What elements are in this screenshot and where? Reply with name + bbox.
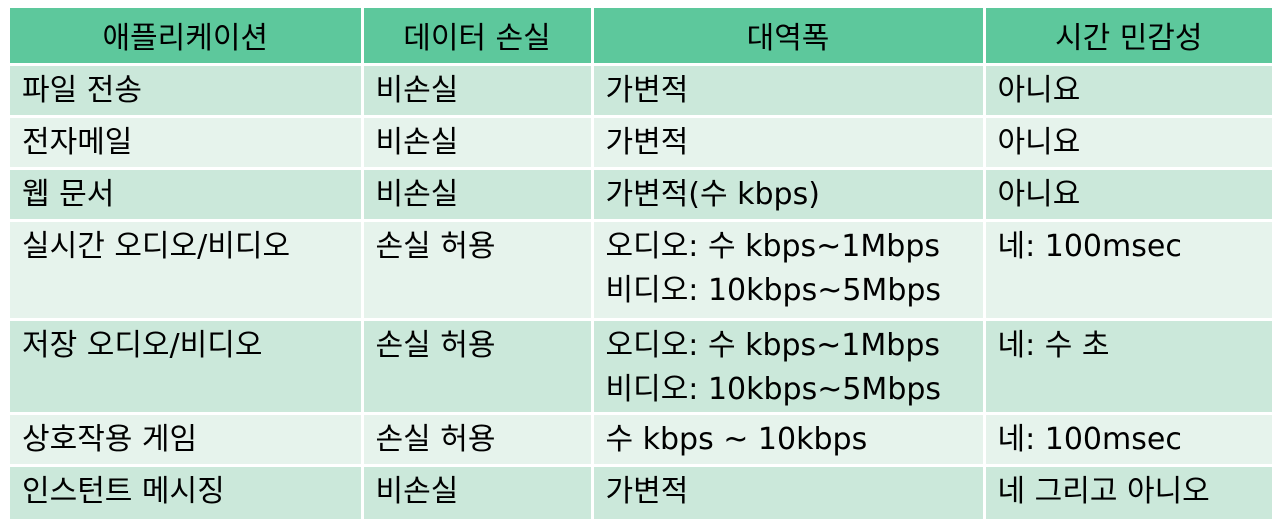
cell-data-loss: 비손실 <box>362 168 594 222</box>
header-application: 애플리케이션 <box>10 8 364 66</box>
cell-application: 전자메일 <box>10 116 364 170</box>
application-requirements-table-container: 애플리케이션 데이터 손실 대역폭 시간 민감성 파일 전송 비손실 가변적 아… <box>10 8 1272 519</box>
bandwidth-line: 수 kbps ~ 10kbps <box>605 421 868 457</box>
cell-bandwidth: 가변적 <box>592 64 986 118</box>
cell-time-sensitivity: 네: 수 초 <box>984 319 1272 415</box>
bandwidth-line-video: 비디오: 10kbps~5Mbps <box>605 371 942 407</box>
cell-data-loss: 손실 허용 <box>362 220 594 321</box>
cell-application: 저장 오디오/비디오 <box>10 319 364 415</box>
cell-bandwidth: 가변적(수 kbps) <box>592 168 986 222</box>
bandwidth-line: 가변적 <box>605 473 689 509</box>
cell-bandwidth: 가변적 <box>592 116 986 170</box>
table-row: 실시간 오디오/비디오 손실 허용 오디오: 수 kbps~1Mbps 비디오:… <box>10 220 1272 321</box>
header-row: 애플리케이션 데이터 손실 대역폭 시간 민감성 <box>10 8 1272 66</box>
cell-data-loss: 비손실 <box>362 64 594 118</box>
application-requirements-table: 애플리케이션 데이터 손실 대역폭 시간 민감성 파일 전송 비손실 가변적 아… <box>10 8 1272 519</box>
cell-time-sensitivity: 네: 100msec <box>984 220 1272 321</box>
table-row: 파일 전송 비손실 가변적 아니요 <box>10 64 1272 118</box>
table-row: 전자메일 비손실 가변적 아니요 <box>10 116 1272 170</box>
cell-time-sensitivity: 네: 100msec <box>984 413 1272 467</box>
table-row: 저장 오디오/비디오 손실 허용 오디오: 수 kbps~1Mbps 비디오: … <box>10 319 1272 415</box>
cell-bandwidth: 오디오: 수 kbps~1Mbps 비디오: 10kbps~5Mbps <box>592 220 986 321</box>
cell-data-loss: 손실 허용 <box>362 319 594 415</box>
cell-time-sensitivity: 아니요 <box>984 64 1272 118</box>
cell-application: 실시간 오디오/비디오 <box>10 220 364 321</box>
header-data-loss: 데이터 손실 <box>362 8 594 66</box>
cell-time-sensitivity: 아니요 <box>984 168 1272 222</box>
cell-application: 인스턴트 메시징 <box>10 465 364 519</box>
header-time-sensitivity: 시간 민감성 <box>984 8 1272 66</box>
bandwidth-line: 가변적(수 kbps) <box>605 176 820 212</box>
cell-data-loss: 비손실 <box>362 116 594 170</box>
cell-time-sensitivity: 네 그리고 아니오 <box>984 465 1272 519</box>
cell-bandwidth: 수 kbps ~ 10kbps <box>592 413 986 467</box>
table-row: 웹 문서 비손실 가변적(수 kbps) 아니요 <box>10 168 1272 222</box>
bandwidth-line: 가변적 <box>605 124 689 160</box>
cell-data-loss: 비손실 <box>362 465 594 519</box>
cell-application: 웹 문서 <box>10 168 364 222</box>
table-row: 인스턴트 메시징 비손실 가변적 네 그리고 아니오 <box>10 465 1272 519</box>
cell-application: 상호작용 게임 <box>10 413 364 467</box>
bandwidth-line-audio: 오디오: 수 kbps~1Mbps <box>605 327 941 363</box>
cell-data-loss: 손실 허용 <box>362 413 594 467</box>
header-bandwidth: 대역폭 <box>592 8 986 66</box>
cell-bandwidth: 가변적 <box>592 465 986 519</box>
cell-bandwidth: 오디오: 수 kbps~1Mbps 비디오: 10kbps~5Mbps <box>592 319 986 415</box>
cell-time-sensitivity: 아니요 <box>984 116 1272 170</box>
cell-application: 파일 전송 <box>10 64 364 118</box>
bandwidth-line: 가변적 <box>605 72 689 108</box>
bandwidth-line-video: 비디오: 10kbps~5Mbps <box>605 272 942 308</box>
table-row: 상호작용 게임 손실 허용 수 kbps ~ 10kbps 네: 100msec <box>10 413 1272 467</box>
bandwidth-line-audio: 오디오: 수 kbps~1Mbps <box>605 228 941 264</box>
